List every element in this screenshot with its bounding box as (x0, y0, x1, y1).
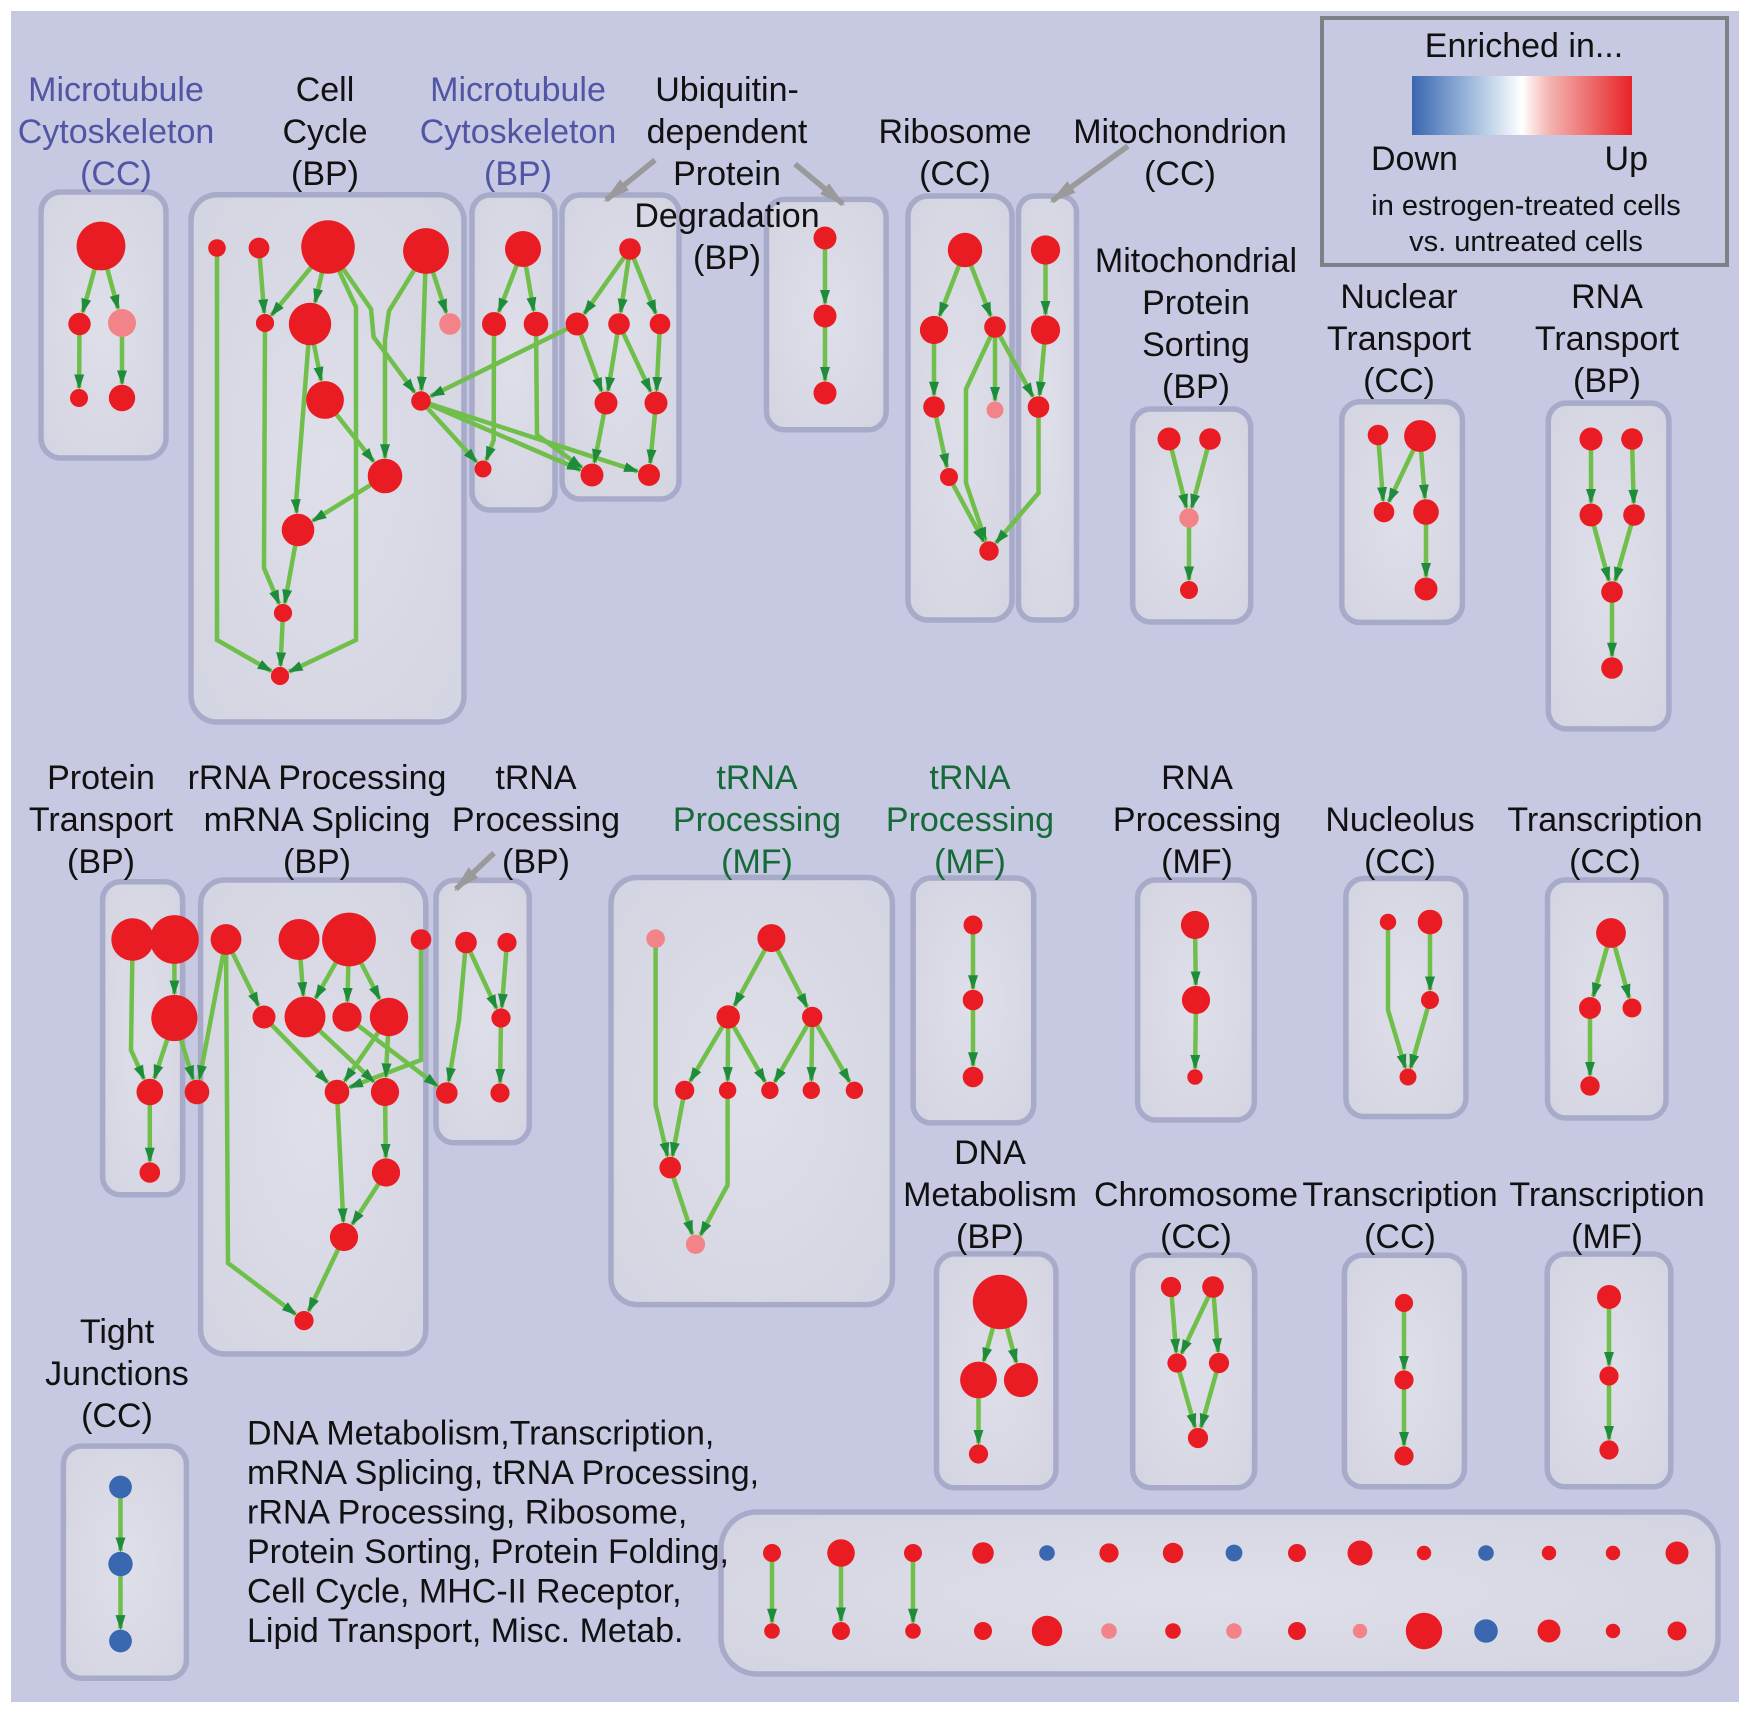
svg-text:Up: Up (1605, 140, 1648, 178)
svg-text:Cycle: Cycle (282, 113, 367, 151)
svg-text:Cytoskeleton: Cytoskeleton (18, 113, 215, 151)
svg-text:Transport: Transport (1535, 320, 1680, 358)
svg-text:dependent: dependent (647, 113, 808, 151)
svg-text:tRNA: tRNA (716, 759, 798, 797)
svg-text:Cytoskeleton: Cytoskeleton (420, 113, 617, 151)
svg-text:Transport: Transport (29, 801, 174, 839)
svg-text:(CC): (CC) (1160, 1218, 1232, 1256)
svg-text:(CC): (CC) (1363, 362, 1435, 400)
svg-text:(CC): (CC) (1364, 843, 1436, 881)
svg-text:(MF): (MF) (1161, 843, 1233, 881)
svg-text:vs. untreated cells: vs. untreated cells (1409, 226, 1643, 258)
svg-text:(BP): (BP) (291, 155, 359, 193)
svg-text:Processing: Processing (886, 801, 1054, 839)
svg-text:Transcription: Transcription (1509, 1176, 1704, 1214)
svg-text:Microtubule: Microtubule (28, 71, 204, 109)
svg-text:Metabolism: Metabolism (903, 1176, 1077, 1214)
svg-text:(CC): (CC) (1364, 1218, 1436, 1256)
svg-text:Enriched in...: Enriched in... (1425, 27, 1623, 65)
svg-text:(BP): (BP) (1162, 368, 1230, 406)
svg-text:rRNA Processing: rRNA Processing (188, 759, 447, 797)
svg-text:Protein: Protein (673, 155, 781, 193)
svg-text:Nucleolus: Nucleolus (1325, 801, 1474, 839)
svg-text:Mitochondrion: Mitochondrion (1073, 113, 1287, 151)
svg-text:(BP): (BP) (956, 1218, 1024, 1256)
svg-text:(CC): (CC) (81, 1397, 153, 1435)
svg-text:rRNA Processing, Ribosome,: rRNA Processing, Ribosome, (247, 1493, 687, 1531)
svg-text:Nuclear: Nuclear (1340, 278, 1457, 316)
svg-text:in estrogen-treated cells: in estrogen-treated cells (1371, 190, 1681, 222)
svg-text:Junctions: Junctions (45, 1355, 189, 1393)
svg-text:Ribosome: Ribosome (878, 113, 1031, 151)
svg-text:DNA Metabolism,Transcription,: DNA Metabolism,Transcription, (247, 1414, 714, 1452)
svg-text:Microtubule: Microtubule (430, 71, 606, 109)
svg-text:(BP): (BP) (693, 239, 761, 277)
svg-text:tRNA: tRNA (495, 759, 577, 797)
svg-text:Transcription: Transcription (1507, 801, 1702, 839)
svg-text:Tight: Tight (80, 1313, 155, 1351)
svg-text:(BP): (BP) (484, 155, 552, 193)
svg-text:Protein: Protein (1142, 284, 1250, 322)
svg-text:Sorting: Sorting (1142, 326, 1250, 364)
svg-text:Processing: Processing (673, 801, 841, 839)
svg-text:Transcription: Transcription (1302, 1176, 1497, 1214)
svg-text:Cell Cycle, MHC-II Receptor,: Cell Cycle, MHC-II Receptor, (247, 1572, 682, 1610)
svg-text:(MF): (MF) (1571, 1218, 1643, 1256)
svg-text:mRNA Splicing, tRNA Processing: mRNA Splicing, tRNA Processing, (247, 1454, 759, 1492)
svg-text:(CC): (CC) (919, 155, 991, 193)
svg-text:(BP): (BP) (67, 843, 135, 881)
svg-text:(CC): (CC) (80, 155, 152, 193)
svg-text:RNA: RNA (1161, 759, 1233, 797)
svg-text:(BP): (BP) (502, 843, 570, 881)
svg-text:Transport: Transport (1327, 320, 1472, 358)
svg-text:(CC): (CC) (1569, 843, 1641, 881)
svg-text:Degradation: Degradation (634, 197, 819, 235)
svg-text:Cell: Cell (296, 71, 355, 109)
svg-text:(MF): (MF) (721, 843, 793, 881)
svg-text:mRNA Splicing: mRNA Splicing (204, 801, 431, 839)
svg-text:Protein: Protein (47, 759, 155, 797)
svg-text:(BP): (BP) (1573, 362, 1641, 400)
svg-text:Chromosome: Chromosome (1094, 1176, 1298, 1214)
svg-text:Processing: Processing (1113, 801, 1281, 839)
svg-text:Processing: Processing (452, 801, 620, 839)
svg-text:Protein Sorting, Protein Foldi: Protein Sorting, Protein Folding, (247, 1533, 729, 1571)
svg-text:(CC): (CC) (1144, 155, 1216, 193)
svg-text:tRNA: tRNA (929, 759, 1011, 797)
svg-text:Down: Down (1371, 140, 1458, 178)
svg-text:Lipid Transport, Misc. Metab.: Lipid Transport, Misc. Metab. (247, 1612, 684, 1650)
svg-text:DNA: DNA (954, 1134, 1026, 1172)
svg-text:Ubiquitin-: Ubiquitin- (655, 71, 799, 109)
svg-text:(MF): (MF) (934, 843, 1006, 881)
svg-text:RNA: RNA (1571, 278, 1643, 316)
svg-text:(BP): (BP) (283, 843, 351, 881)
svg-text:Mitochondrial: Mitochondrial (1095, 242, 1297, 280)
